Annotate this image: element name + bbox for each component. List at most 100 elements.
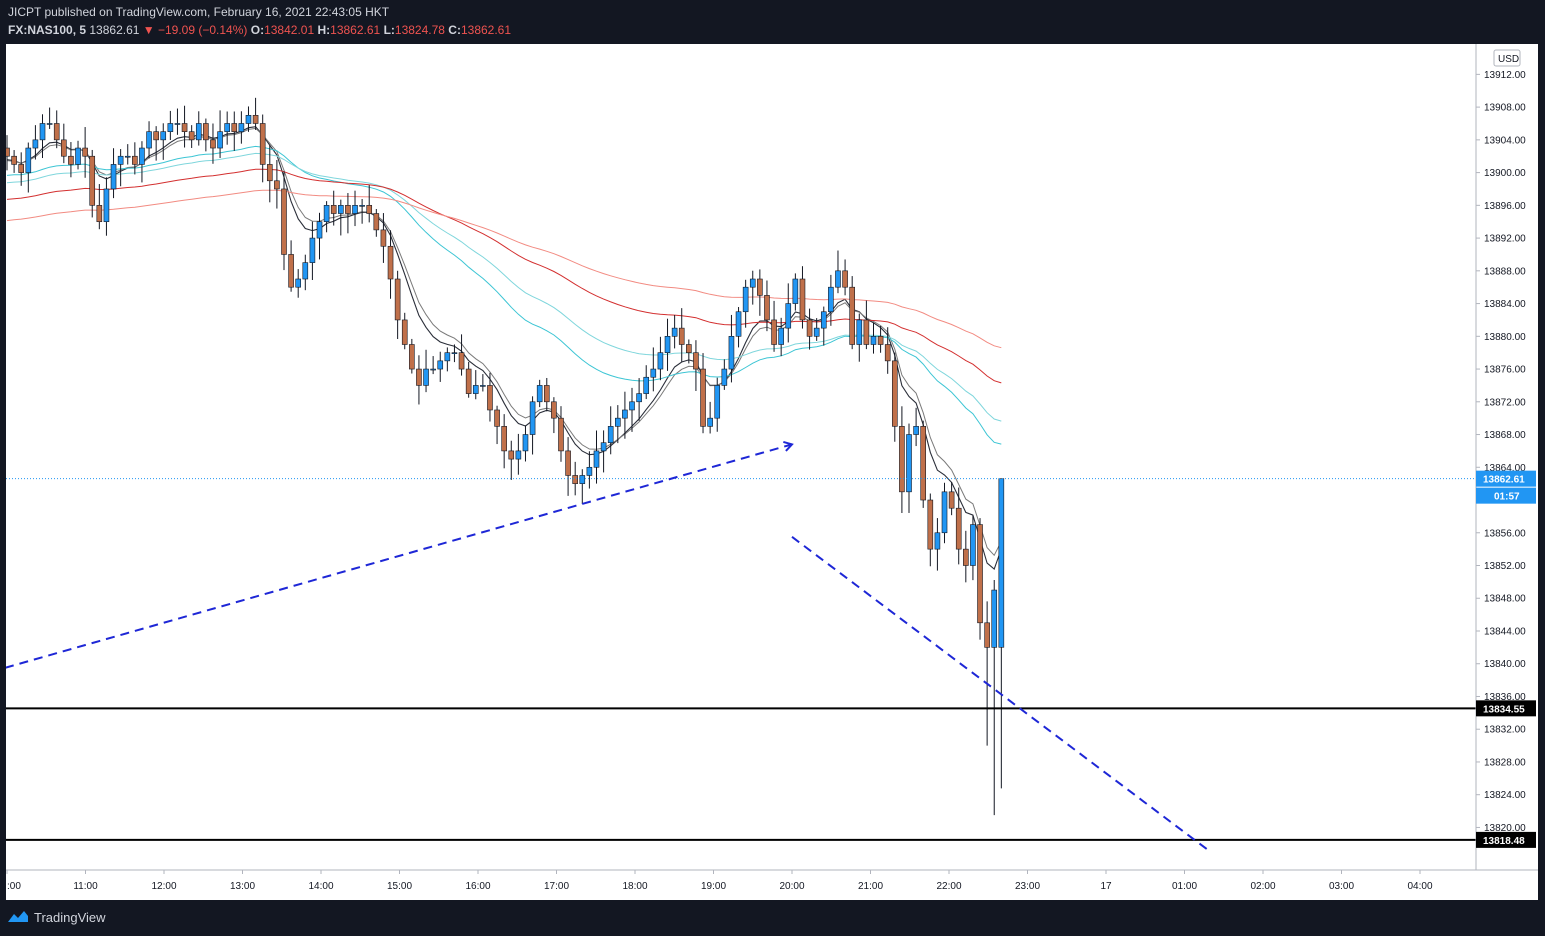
candle-down — [252, 114, 259, 124]
time-tick-label: 17:00 — [544, 881, 569, 892]
price-chart[interactable]: 13820.00 13824.00 13828.00 13832.00 13836.00… — [6, 44, 1538, 900]
candle-up — [970, 524, 976, 566]
price-tick-label: 13832.00 — [1484, 725, 1526, 736]
candle-down — [927, 499, 934, 550]
candle-up — [309, 237, 316, 263]
candle-down — [558, 417, 564, 452]
candle-down — [373, 213, 380, 231]
countdown-label: 01:57 — [1494, 492, 1520, 503]
close-label: C: — [448, 23, 461, 37]
currency-badge — [1493, 49, 1521, 67]
candle-down — [380, 229, 387, 247]
candle-down — [11, 155, 17, 165]
low-label: L: — [383, 23, 395, 37]
candle-down — [863, 319, 870, 345]
low-value: 13824.78 — [394, 23, 445, 37]
candles — [6, 97, 1005, 816]
candle-up — [934, 532, 941, 550]
candle-down — [700, 368, 706, 427]
candle-down — [458, 352, 465, 370]
price-tick-label: 13880.00 — [1484, 332, 1526, 343]
trendline — [791, 536, 1212, 853]
candle-down — [977, 524, 983, 624]
candle-up — [437, 360, 444, 370]
candle-up — [224, 123, 230, 132]
level-tag — [1476, 700, 1536, 717]
time-tick-label: 11:00 — [73, 881, 98, 892]
price-tick-label: 13912.00 — [1484, 70, 1526, 81]
candle-down — [487, 385, 493, 411]
candle-up — [32, 139, 39, 149]
candle-up — [536, 385, 543, 403]
price-tick-label: 13908.00 — [1484, 103, 1526, 114]
moving-average-line — [6, 189, 1002, 349]
candle-up — [607, 426, 614, 444]
moving-average-line — [6, 152, 1002, 422]
candle-up — [820, 311, 827, 329]
candle-down — [963, 548, 969, 566]
candle-up — [75, 147, 81, 165]
candle-up — [714, 385, 721, 419]
publish-info: JICPT published on TradingView.com, Febr… — [8, 5, 390, 19]
open-value: 13842.01 — [264, 23, 315, 37]
trendline-arrow — [783, 440, 794, 452]
candle-down — [6, 147, 10, 157]
candle-up — [835, 270, 841, 288]
candle-down — [366, 205, 373, 214]
candle-up — [664, 336, 671, 353]
price-tick-label: 13844.00 — [1484, 626, 1526, 637]
candle-up — [195, 123, 202, 141]
header-bar — [0, 0, 1545, 40]
candle-up — [302, 262, 309, 280]
brand-label[interactable]: TradingView — [34, 910, 106, 925]
candle-up — [906, 434, 912, 493]
moving-average-line — [6, 168, 1002, 384]
candle-up — [657, 352, 664, 370]
candle-down — [955, 507, 962, 550]
high-value: 13862.61 — [330, 23, 381, 37]
candle-down — [572, 475, 578, 484]
candle-up — [742, 286, 749, 313]
candle-down — [401, 319, 408, 345]
candle-down — [799, 278, 806, 321]
candle-up — [117, 155, 124, 165]
candle-up — [749, 278, 756, 288]
candle-down — [68, 155, 74, 165]
price-tick-label: 13856.00 — [1484, 528, 1526, 539]
candle-down — [231, 123, 238, 132]
candle-down — [693, 352, 699, 370]
price-tick-label: 13888.00 — [1484, 266, 1526, 277]
candle-up — [103, 188, 110, 223]
candle-down — [806, 319, 813, 337]
price-tick-label: 13896.00 — [1484, 201, 1526, 212]
candle-up — [238, 123, 245, 132]
moving-averages — [6, 126, 1002, 571]
candle-down — [984, 622, 990, 648]
candle-up — [636, 393, 642, 403]
candle-up — [913, 426, 919, 435]
price-tick-label: 13864.00 — [1484, 463, 1526, 474]
candle-down — [259, 123, 266, 165]
time-tick-label: 04:00 — [1407, 881, 1432, 892]
candle-up — [870, 336, 877, 345]
candle-up — [778, 327, 784, 345]
candle-up — [615, 417, 621, 427]
price-tick-label: 13824.00 — [1484, 790, 1526, 801]
candle-up — [430, 368, 436, 371]
candle-down — [53, 123, 60, 141]
candle-down — [771, 319, 777, 345]
candle-down — [210, 139, 216, 149]
price-tick-label: 13876.00 — [1484, 365, 1526, 376]
tradingview-logo-icon[interactable] — [6, 908, 30, 926]
price-tick-label: 13840.00 — [1484, 659, 1526, 670]
candle-down — [678, 327, 685, 345]
symbol-label[interactable]: FX:NAS100, 5 — [8, 23, 87, 37]
candle-up — [323, 205, 330, 223]
time-tick-label: 16:00 — [465, 881, 490, 892]
candle-down — [96, 205, 103, 223]
chart-area[interactable]: 13820.00 13824.00 13828.00 13832.00 13836.00… — [6, 44, 1538, 900]
time-tick-label: 20:00 — [779, 881, 804, 892]
candle-down — [181, 123, 188, 132]
time-tick-label: 21:00 — [858, 881, 883, 892]
candle-up — [124, 155, 131, 158]
